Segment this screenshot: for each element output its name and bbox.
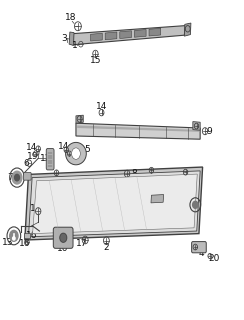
FancyBboxPatch shape (192, 242, 206, 253)
Text: 19: 19 (66, 151, 77, 160)
Polygon shape (91, 33, 102, 41)
Ellipse shape (66, 142, 86, 165)
Polygon shape (76, 123, 200, 139)
Text: 12: 12 (40, 154, 51, 163)
Circle shape (71, 148, 80, 159)
FancyBboxPatch shape (53, 227, 73, 248)
Polygon shape (184, 23, 191, 36)
Polygon shape (105, 32, 117, 40)
Polygon shape (193, 122, 200, 130)
Polygon shape (72, 26, 185, 45)
Text: 17: 17 (76, 239, 88, 248)
Polygon shape (120, 31, 132, 38)
Polygon shape (33, 174, 197, 234)
Text: 8: 8 (131, 169, 137, 178)
Text: 10: 10 (57, 244, 69, 253)
Text: 3: 3 (61, 34, 67, 43)
FancyBboxPatch shape (24, 172, 31, 180)
Bar (24, 233, 30, 238)
Polygon shape (29, 171, 200, 237)
Text: 13: 13 (1, 238, 13, 247)
Text: 11: 11 (30, 204, 41, 212)
Text: 14: 14 (96, 102, 107, 111)
Circle shape (15, 174, 20, 181)
Circle shape (13, 237, 15, 240)
Text: 7: 7 (7, 173, 13, 182)
Text: 16: 16 (19, 239, 30, 248)
Polygon shape (149, 28, 161, 36)
Circle shape (60, 233, 67, 242)
Circle shape (193, 201, 198, 208)
Text: 18: 18 (65, 13, 76, 22)
Text: 19: 19 (27, 152, 38, 161)
Circle shape (10, 230, 18, 241)
Text: 5: 5 (84, 145, 90, 154)
Polygon shape (134, 29, 146, 37)
Text: 9: 9 (206, 127, 212, 136)
Polygon shape (151, 195, 164, 203)
Polygon shape (76, 115, 83, 123)
Text: 14: 14 (25, 143, 37, 152)
Text: 20: 20 (209, 254, 220, 263)
Text: 4: 4 (198, 249, 204, 258)
Text: 16: 16 (26, 231, 38, 240)
Circle shape (12, 171, 22, 184)
Polygon shape (77, 125, 199, 132)
Text: 14: 14 (58, 142, 69, 151)
Text: 15: 15 (90, 56, 101, 65)
Text: 2: 2 (104, 243, 109, 252)
Text: 6: 6 (24, 159, 29, 168)
Polygon shape (69, 32, 74, 45)
Polygon shape (25, 167, 203, 240)
FancyBboxPatch shape (46, 148, 54, 170)
Text: 1: 1 (72, 41, 78, 50)
